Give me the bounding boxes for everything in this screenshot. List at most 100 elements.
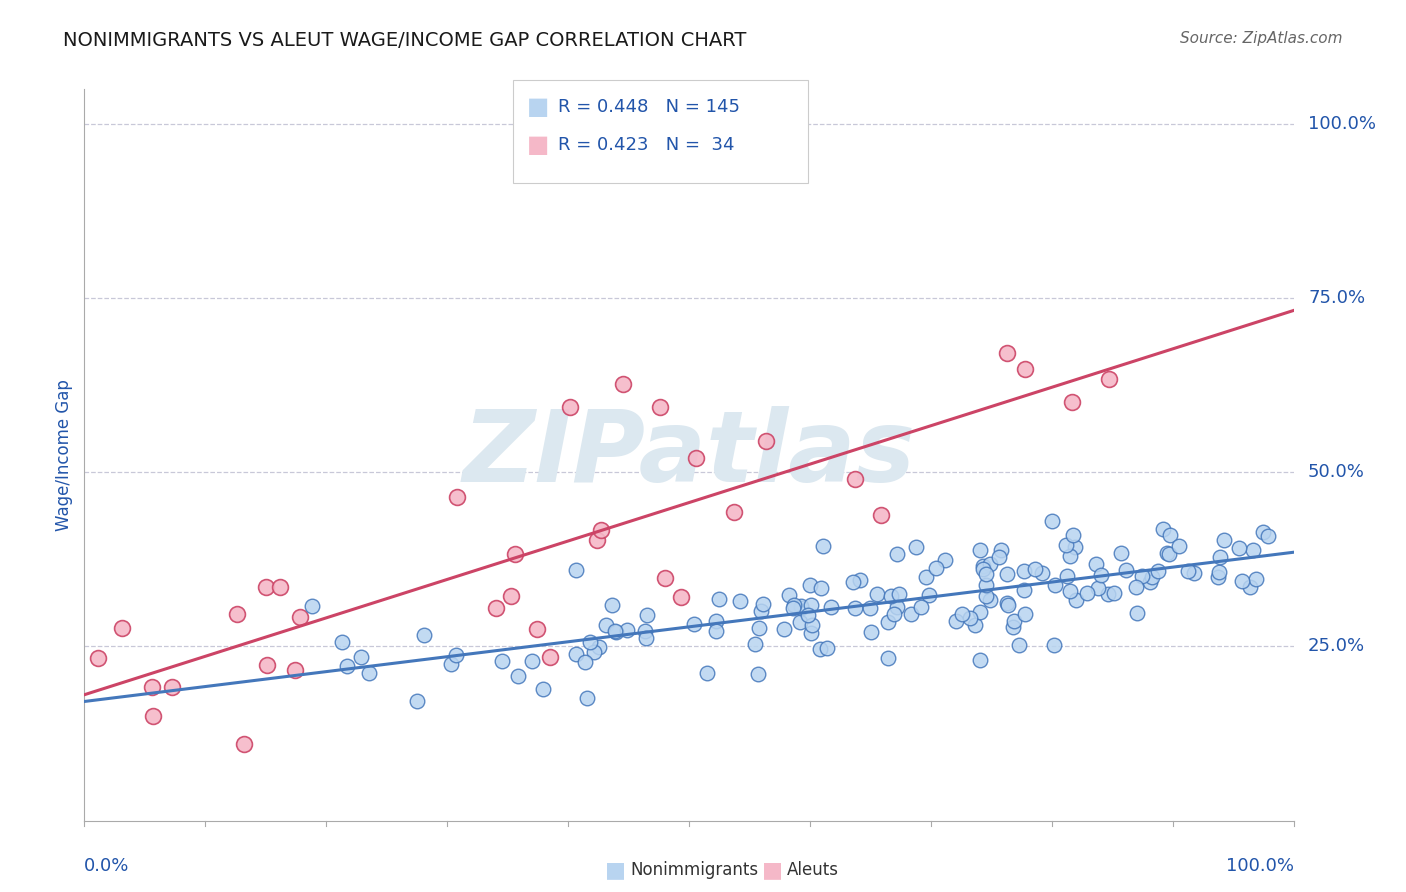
- Point: [870, 508, 893, 523]
- Point: [755, 434, 778, 448]
- Point: [232, 737, 254, 751]
- Point: [254, 580, 277, 594]
- Point: [491, 654, 513, 668]
- Point: [963, 617, 986, 632]
- Point: [579, 635, 602, 649]
- Point: [997, 596, 1019, 610]
- Point: [256, 658, 278, 673]
- Point: [1109, 546, 1132, 560]
- Text: ■: ■: [527, 133, 550, 156]
- Point: [748, 621, 770, 635]
- Point: [772, 622, 794, 636]
- Point: [669, 590, 692, 604]
- Point: [1159, 547, 1181, 561]
- Point: [799, 578, 821, 592]
- Point: [636, 607, 658, 622]
- Point: [959, 611, 981, 625]
- Point: [1040, 514, 1063, 528]
- Point: [160, 680, 183, 694]
- Point: [972, 562, 994, 576]
- Point: [886, 600, 908, 615]
- Point: [844, 472, 866, 486]
- Point: [284, 663, 307, 677]
- Point: [730, 594, 752, 608]
- Point: [585, 533, 607, 547]
- Point: [800, 598, 823, 612]
- Point: [709, 592, 731, 607]
- Point: [1241, 543, 1264, 558]
- Point: [969, 543, 991, 558]
- Point: [974, 589, 997, 603]
- Point: [634, 624, 657, 639]
- Point: [910, 600, 932, 615]
- Point: [1167, 539, 1189, 553]
- Point: [444, 648, 467, 662]
- Point: [405, 694, 427, 708]
- Point: [886, 547, 908, 561]
- Point: [1230, 574, 1253, 588]
- Point: [648, 401, 671, 415]
- Point: [945, 614, 967, 628]
- Text: R = 0.423   N =  34: R = 0.423 N = 34: [558, 136, 735, 153]
- Point: [582, 645, 605, 659]
- Point: [880, 589, 903, 603]
- Point: [905, 541, 928, 555]
- Point: [990, 543, 1012, 558]
- Point: [704, 624, 727, 639]
- Point: [841, 575, 863, 590]
- Point: [1227, 541, 1250, 555]
- Point: [1059, 583, 1081, 598]
- Point: [335, 659, 357, 673]
- Point: [616, 623, 638, 637]
- Point: [796, 608, 818, 623]
- Point: [997, 598, 1019, 612]
- Point: [934, 553, 956, 567]
- Point: [987, 549, 1010, 564]
- Point: [87, 651, 110, 665]
- Text: 25.0%: 25.0%: [1308, 638, 1365, 656]
- Point: [605, 624, 627, 639]
- Point: [749, 604, 772, 618]
- Point: [887, 587, 910, 601]
- Point: [685, 450, 707, 465]
- Point: [485, 601, 508, 615]
- Point: [696, 665, 718, 680]
- Point: [1139, 574, 1161, 589]
- Point: [1014, 607, 1036, 621]
- Point: [1054, 538, 1077, 552]
- Point: [1024, 562, 1046, 576]
- Point: [801, 617, 824, 632]
- Point: [1043, 578, 1066, 592]
- Point: [600, 598, 623, 612]
- Text: ■: ■: [762, 860, 783, 880]
- Point: [603, 624, 626, 639]
- Point: [820, 600, 842, 615]
- Point: [1140, 569, 1163, 583]
- Text: ■: ■: [605, 860, 626, 880]
- Text: 100.0%: 100.0%: [1308, 115, 1376, 133]
- Point: [565, 563, 588, 577]
- Point: [446, 490, 468, 504]
- Point: [1125, 606, 1147, 620]
- Point: [1008, 638, 1031, 652]
- Point: [877, 651, 900, 665]
- Point: [789, 599, 811, 613]
- Point: [1098, 371, 1121, 385]
- Point: [815, 640, 838, 655]
- Point: [1062, 395, 1084, 409]
- Point: [1206, 570, 1229, 584]
- Point: [865, 587, 887, 601]
- Point: [1159, 528, 1181, 542]
- Point: [950, 607, 973, 621]
- Point: [1244, 573, 1267, 587]
- Text: Nonimmigrants: Nonimmigrants: [630, 861, 758, 879]
- Text: Source: ZipAtlas.com: Source: ZipAtlas.com: [1180, 31, 1343, 46]
- Point: [1251, 525, 1274, 540]
- Point: [565, 647, 588, 661]
- Point: [636, 632, 658, 646]
- Point: [350, 649, 373, 664]
- Point: [972, 559, 994, 574]
- Point: [1043, 638, 1066, 652]
- Point: [575, 690, 598, 705]
- Point: [612, 376, 634, 391]
